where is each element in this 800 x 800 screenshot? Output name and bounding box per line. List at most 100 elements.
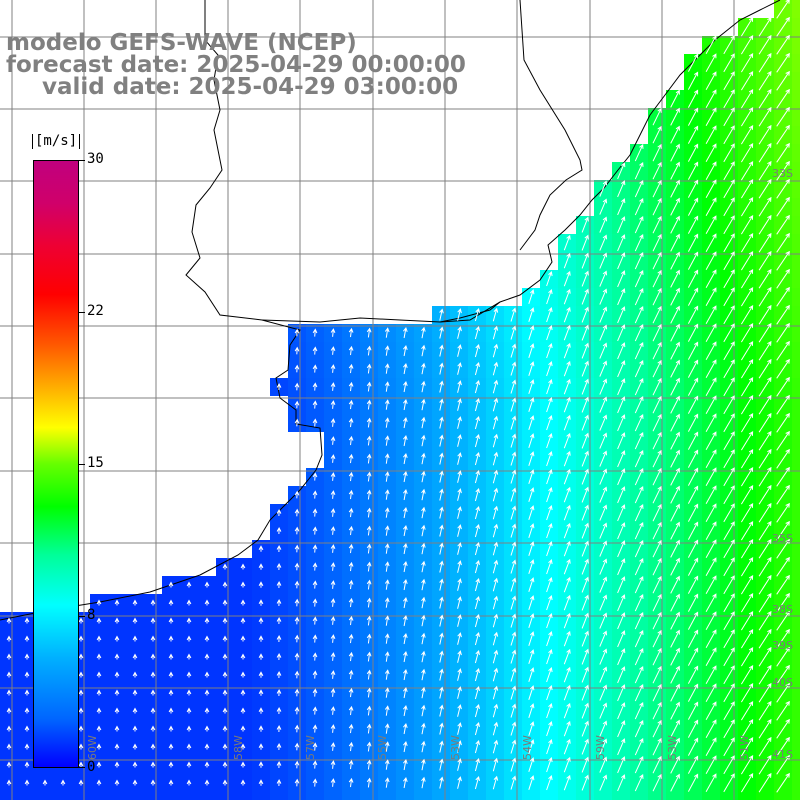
wind-arrow xyxy=(439,740,444,753)
wind-arrow xyxy=(510,397,517,412)
wind-arrow xyxy=(546,433,553,449)
wind-arrow xyxy=(581,738,589,755)
wind-arrow xyxy=(366,489,372,500)
wind-arrow xyxy=(204,599,210,606)
wind-arrow xyxy=(78,671,84,678)
wind-arrow xyxy=(581,648,589,665)
wind-arrow xyxy=(348,453,354,464)
wind-arrow xyxy=(758,250,772,271)
wind-arrow xyxy=(617,270,626,288)
wind-arrow xyxy=(670,485,680,504)
wind-arrow xyxy=(457,614,462,627)
wind-arrow xyxy=(599,468,608,485)
wind-arrow xyxy=(599,288,608,305)
wind-arrow xyxy=(776,232,790,253)
wind-arrow xyxy=(312,598,318,607)
wind-arrow xyxy=(723,413,735,433)
wind-arrow xyxy=(276,670,282,679)
wind-arrow xyxy=(563,378,571,395)
longitude-label: 54W xyxy=(521,735,534,760)
wind-arrow xyxy=(168,599,174,606)
wind-arrow xyxy=(687,647,699,666)
wind-arrow xyxy=(403,452,408,465)
wind-arrow xyxy=(366,543,372,554)
wind-speed-cell xyxy=(720,792,738,800)
wind-arrow xyxy=(652,413,662,432)
wind-arrow xyxy=(758,232,772,253)
wind-arrow xyxy=(634,395,644,414)
wind-arrow xyxy=(204,779,210,786)
colorbar-tick xyxy=(79,160,85,161)
wind-arrow xyxy=(24,635,30,642)
wind-arrow xyxy=(652,341,662,360)
wind-arrow xyxy=(403,632,408,645)
wind-arrow xyxy=(528,685,535,700)
wind-arrow xyxy=(581,630,589,647)
wind-arrow xyxy=(599,252,608,269)
wind-arrow xyxy=(581,216,589,233)
wind-arrow xyxy=(723,485,735,505)
wind-arrow xyxy=(740,251,754,271)
wind-arrow xyxy=(439,452,444,465)
wind-arrow xyxy=(457,344,462,357)
wind-arrow xyxy=(740,701,754,721)
wind-arrow xyxy=(758,466,772,487)
wind-arrow xyxy=(421,506,426,519)
wind-arrow xyxy=(474,325,480,340)
wind-speed-cell xyxy=(702,792,720,800)
wind-arrow xyxy=(492,343,499,358)
latitude-label: 40S xyxy=(772,676,793,689)
wind-arrow xyxy=(670,359,680,378)
wind-arrow xyxy=(421,362,426,375)
wind-arrow xyxy=(366,777,372,788)
wind-arrow xyxy=(421,452,426,465)
wind-speed-cell xyxy=(792,180,800,198)
wind-arrow xyxy=(403,686,408,699)
wind-arrow xyxy=(348,633,354,644)
wind-arrow xyxy=(366,741,372,752)
wind-arrow xyxy=(617,540,626,558)
wind-speed-cell xyxy=(792,576,800,594)
wind-arrow xyxy=(312,346,318,355)
wind-arrow xyxy=(366,561,372,572)
wind-arrow xyxy=(776,646,790,667)
wind-arrow xyxy=(776,214,790,235)
wind-arrow xyxy=(740,215,754,235)
wind-arrow xyxy=(348,345,354,356)
wind-arrow xyxy=(6,653,12,660)
wind-arrow xyxy=(705,287,717,307)
wind-arrow xyxy=(723,35,735,55)
wind-arrow xyxy=(528,505,535,520)
colorbar-tick-label: 22 xyxy=(87,303,104,319)
wind-speed-cell xyxy=(684,792,702,800)
wind-arrow xyxy=(546,505,553,521)
wind-speed-cell xyxy=(792,360,800,378)
wind-arrow xyxy=(132,599,138,606)
wind-arrow xyxy=(403,704,408,717)
wind-speed-cell xyxy=(792,36,800,54)
wind-arrow xyxy=(617,486,626,504)
wind-arrow xyxy=(276,580,282,589)
wind-arrow xyxy=(276,706,282,715)
wind-speed-cell xyxy=(612,792,630,800)
wind-arrow xyxy=(617,594,626,612)
wind-arrow xyxy=(421,758,426,771)
wind-arrow xyxy=(384,669,390,680)
wind-arrow xyxy=(652,737,662,756)
wind-arrow xyxy=(652,449,662,468)
wind-arrow xyxy=(705,413,717,433)
wind-arrow xyxy=(312,562,318,571)
wind-arrow xyxy=(312,544,318,553)
wind-arrow xyxy=(687,269,699,288)
wind-arrow xyxy=(652,305,662,324)
wind-arrow xyxy=(222,563,228,570)
wind-arrow xyxy=(617,738,626,756)
wind-arrow xyxy=(348,363,354,374)
wind-arrow xyxy=(96,617,102,624)
wind-arrow xyxy=(705,701,717,721)
wind-arrow xyxy=(776,394,790,415)
wind-arrow xyxy=(599,738,608,755)
wind-arrow xyxy=(652,521,662,540)
wind-arrow xyxy=(617,162,626,180)
wind-arrow xyxy=(439,560,444,573)
